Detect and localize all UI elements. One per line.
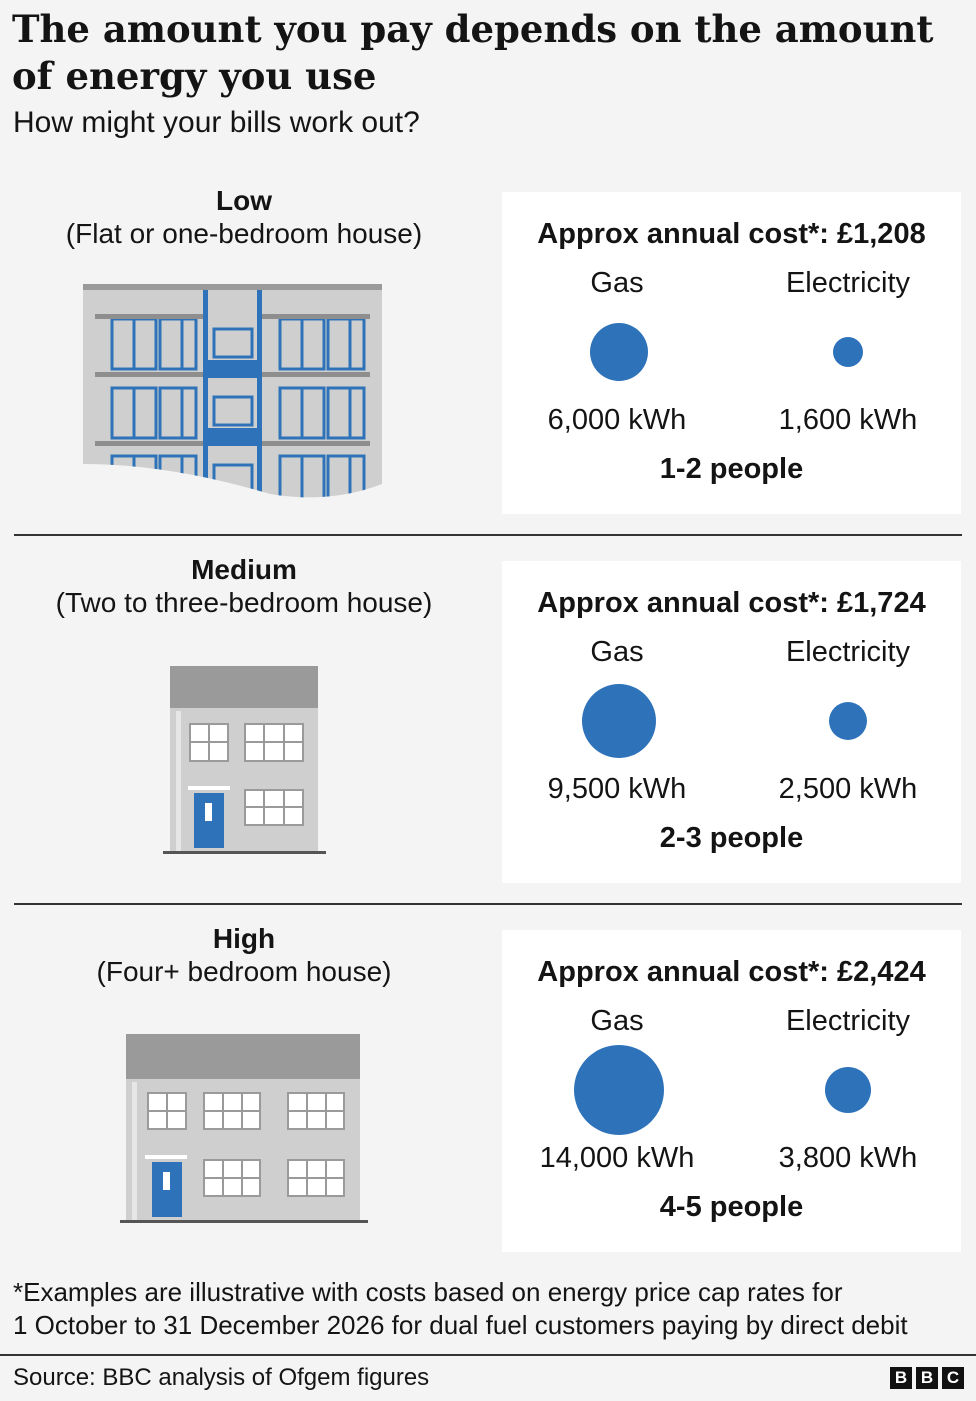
flat-building-icon xyxy=(83,284,382,498)
footnote-line: *Examples are illustrative with costs ba… xyxy=(13,1277,843,1307)
gas-kwh: 14,000 kWh xyxy=(539,1142,695,1174)
electricity-bubble xyxy=(824,1066,872,1114)
source-note: Source: BBC analysis of Ofgem figures xyxy=(13,1364,430,1391)
gas-bubble xyxy=(589,322,649,382)
tier-name: Low xyxy=(216,185,272,216)
logo-letter: B xyxy=(890,1367,912,1389)
electricity-label: Electricity xyxy=(785,267,911,299)
gas-bubble xyxy=(581,683,657,759)
logo-letter: B xyxy=(916,1367,938,1389)
gas-bubble xyxy=(574,1045,664,1135)
tier-name: Medium xyxy=(191,554,297,585)
people-count: 2-3 people xyxy=(659,822,804,854)
cost-card: Approx annual cost*: £1,724 Gas Electric… xyxy=(502,561,961,883)
gas-label: Gas xyxy=(590,1005,644,1037)
cost-card: Approx annual cost*: £2,424 Gas Electric… xyxy=(502,930,961,1252)
annual-cost: Approx annual cost*: £1,208 xyxy=(537,218,926,250)
tier-description: (Flat or one-bedroom house) xyxy=(65,218,423,249)
medium-house-icon xyxy=(163,666,326,854)
cost-card: Approx annual cost*: £1,208 Gas Electric… xyxy=(502,192,961,514)
footnote: *Examples are illustrative with costs ba… xyxy=(13,1276,973,1342)
gas-kwh: 9,500 kWh xyxy=(547,773,687,805)
large-house-icon xyxy=(120,1034,368,1223)
logo-letter: C xyxy=(942,1367,964,1389)
tier-description: (Four+ bedroom house) xyxy=(96,956,392,987)
divider xyxy=(14,903,962,905)
page-title: The amount you pay depends on the amount… xyxy=(12,7,934,98)
bbc-logo: B B C xyxy=(890,1367,964,1389)
tier-name: High xyxy=(212,923,276,954)
people-count: 1-2 people xyxy=(659,453,804,485)
footnote-line: 1 October to 31 December 2026 for dual f… xyxy=(13,1310,908,1340)
footer-divider xyxy=(0,1354,976,1356)
page-subtitle: How might your bills work out? xyxy=(13,106,420,139)
divider xyxy=(14,534,962,536)
tier-medium: Medium (Two to three-bedroom house) Appr… xyxy=(0,553,976,883)
people-count: 4-5 people xyxy=(659,1191,804,1223)
gas-label: Gas xyxy=(590,267,644,299)
electricity-label: Electricity xyxy=(785,1005,911,1037)
annual-cost: Approx annual cost*: £1,724 xyxy=(537,587,926,619)
electricity-kwh: 3,800 kWh xyxy=(778,1142,918,1174)
tier-high: High (Four+ bedroom house) Approx annual… xyxy=(0,922,976,1252)
gas-kwh: 6,000 kWh xyxy=(547,404,687,436)
electricity-kwh: 1,600 kWh xyxy=(778,404,918,436)
electricity-bubble xyxy=(828,701,867,740)
tier-description: (Two to three-bedroom house) xyxy=(55,587,433,618)
gas-label: Gas xyxy=(590,636,644,668)
annual-cost: Approx annual cost*: £2,424 xyxy=(537,956,926,988)
electricity-kwh: 2,500 kWh xyxy=(778,773,918,805)
electricity-bubble xyxy=(832,336,864,368)
electricity-label: Electricity xyxy=(785,636,911,668)
tier-low: Low (Flat or one-bedroom house) xyxy=(0,184,976,514)
